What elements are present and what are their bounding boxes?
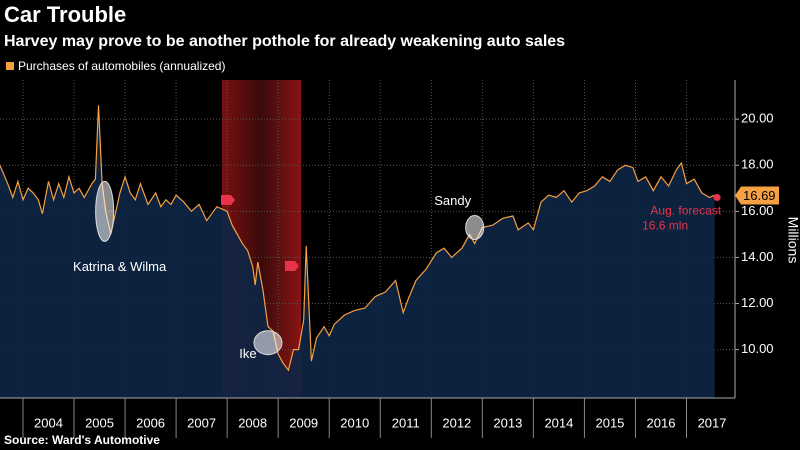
annotation-label: Sandy: [434, 193, 471, 208]
x-tick-label: 2006: [136, 415, 165, 430]
annotation-label: Katrina & Wilma: [73, 259, 167, 274]
chart-subtitle: Harvey may prove to be another pothole f…: [4, 33, 565, 50]
x-tick-label: 2013: [493, 415, 522, 430]
x-tick-label: 2007: [187, 415, 216, 430]
y-tick-label: 10.00: [741, 341, 774, 356]
forecast-sublabel: 16.6 mln: [642, 219, 688, 233]
annotation-ellipse: [95, 180, 115, 242]
x-tick-label: 2015: [595, 415, 624, 430]
annotation-ellipse: [465, 214, 485, 240]
y-tick-label: 18.00: [741, 157, 774, 172]
y-axis-label: Millions: [785, 217, 800, 264]
x-tick-label: 2009: [289, 415, 318, 430]
line: [0, 105, 715, 372]
x-tick-label: 2016: [647, 415, 676, 430]
legend-label: Purchases of automobiles (annualized): [18, 59, 225, 73]
legend-swatch: [6, 62, 14, 70]
y-tick-label: 14.00: [741, 249, 774, 264]
x-tick-label: 2011: [392, 415, 420, 430]
x-tick-label: 2004: [34, 415, 63, 430]
x-tick-label: 2014: [544, 415, 573, 430]
y-tick-label: 12.00: [741, 295, 774, 310]
y-tick-label: 20.00: [741, 111, 774, 126]
x-tick-label: 2017: [698, 415, 727, 430]
source: Source: Ward's Automotive: [4, 433, 160, 447]
forecast-label: Aug. forecast: [650, 204, 721, 218]
area: [0, 105, 715, 399]
chart-title: Car Trouble: [4, 2, 126, 27]
annotation-label: Ike: [239, 346, 256, 361]
x-tick-label: 2005: [85, 415, 114, 430]
news-marker: [221, 195, 235, 205]
x-tick-label: 2008: [238, 415, 267, 430]
x-tick-label: 2010: [340, 415, 369, 430]
news-marker: [285, 261, 299, 271]
x-tick-label: 2012: [442, 415, 471, 430]
last-value-tag: [735, 186, 779, 205]
y-tick-label: 16.00: [741, 203, 774, 218]
annotation-ellipse: [253, 330, 283, 356]
forecast-point: [713, 194, 721, 202]
last-value-label: 16.69: [743, 188, 776, 203]
